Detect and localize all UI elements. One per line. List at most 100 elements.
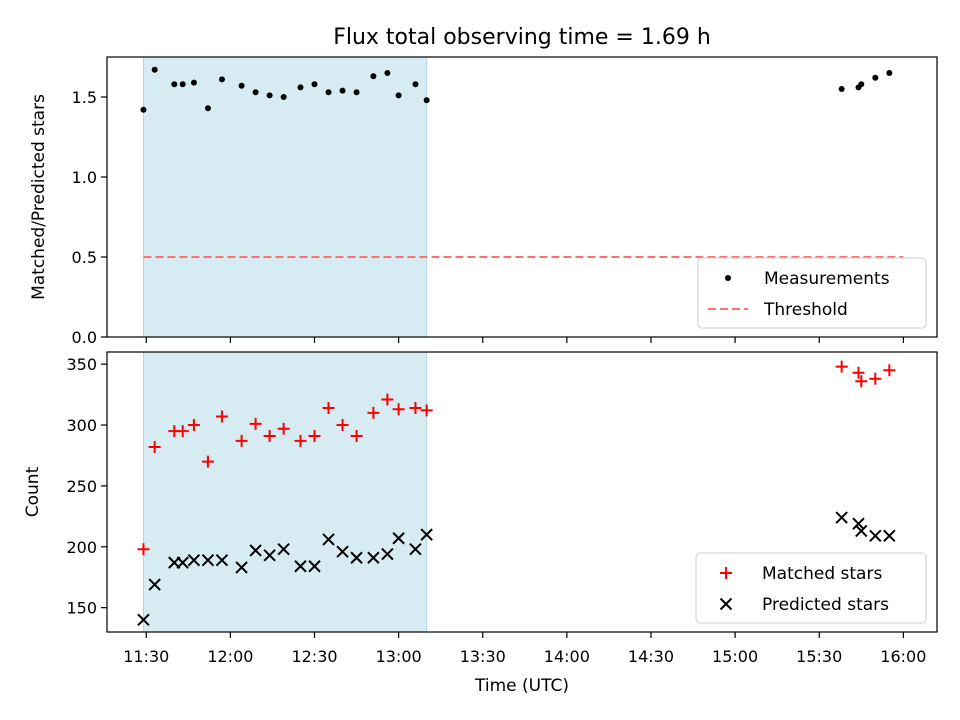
matched-star-point <box>249 417 262 430</box>
x-tick-label: 15:30 <box>796 647 842 666</box>
measurement-point <box>339 87 346 94</box>
legend-box <box>695 552 927 624</box>
predicted-star-point <box>835 511 848 524</box>
predicted-star-point <box>137 613 150 627</box>
x-tick-label: 13:00 <box>376 647 422 666</box>
ratio-legend: Measurements Threshold <box>697 257 927 329</box>
matched-star-point <box>883 364 896 377</box>
ratio-plot-frame <box>106 56 938 338</box>
legend-box <box>697 257 927 329</box>
matched-star-point <box>187 419 200 432</box>
measurement-point <box>423 97 430 104</box>
measurement-point <box>838 86 845 92</box>
predicted-star-point <box>322 533 335 546</box>
predicted-star-point <box>367 551 380 564</box>
measurement-point <box>325 89 332 96</box>
x-tick-label: 12:00 <box>207 647 253 666</box>
matched-star-point <box>322 402 335 414</box>
matched-star-point <box>215 410 228 423</box>
measurement-point <box>297 84 304 91</box>
y-tick-label: 1.0 <box>72 168 97 187</box>
ratio-y-label: Matched/Predicted stars <box>29 94 49 300</box>
ratio-x-ticks <box>145 337 904 343</box>
predicted-star-point <box>392 532 405 545</box>
measurement-point <box>151 66 158 73</box>
measurement-point <box>872 74 879 81</box>
measurement-point <box>238 82 245 89</box>
matched-star-point <box>381 393 394 406</box>
observing-window-shade-bottom <box>142 351 428 633</box>
matched-star-point <box>294 434 307 447</box>
x-tick-label: 13:30 <box>460 647 506 666</box>
count-y-label: Count <box>23 466 43 517</box>
predicted-star-point <box>294 560 307 573</box>
matched-star-point <box>263 430 276 442</box>
measurement-point <box>140 106 147 113</box>
y-tick-label: 0.0 <box>72 328 97 347</box>
matched-star-point <box>392 403 405 416</box>
predicted-star-point <box>869 529 882 543</box>
observing-window-band <box>142 56 428 338</box>
count-y-axis: 150 200 250 300 350 <box>66 355 107 618</box>
y-tick-label: 0.5 <box>72 248 97 267</box>
legend-label: Matched stars <box>762 564 882 584</box>
measurement-point <box>280 94 287 100</box>
matched-star-point <box>409 402 422 414</box>
measurement-point <box>353 89 360 96</box>
x-tick-label: 14:30 <box>628 647 674 666</box>
time-x-label: Time (UTC) <box>474 676 569 696</box>
matched-star-point <box>277 422 290 435</box>
matched-star-point <box>148 440 161 453</box>
predicted-star-point <box>263 549 276 562</box>
y-tick-label: 1.5 <box>72 88 97 107</box>
count-series <box>137 360 896 627</box>
measurement-point <box>204 105 211 112</box>
y-tick-label: 250 <box>66 477 97 496</box>
matched-star-point <box>855 375 868 388</box>
measurement-point <box>179 81 186 88</box>
x-tick-label: 16:00 <box>880 647 926 666</box>
predicted-star-point <box>855 524 868 538</box>
measurement-point <box>395 92 402 99</box>
y-tick-label: 150 <box>66 599 97 618</box>
matched-star-point <box>308 430 321 442</box>
x-tick-label: 14:00 <box>544 647 590 666</box>
predicted-star-point <box>350 551 363 564</box>
x-tick-label: 12:30 <box>291 647 337 666</box>
legend-swatch <box>719 597 733 611</box>
predicted-star-point <box>148 578 161 591</box>
legend-label: Predicted stars <box>762 595 889 615</box>
predicted-star-point <box>277 543 290 556</box>
predicted-star-point <box>187 553 201 567</box>
measurement-point <box>384 70 391 76</box>
predicted-star-point <box>235 561 248 574</box>
measurement-point <box>218 76 225 83</box>
matched-star-point <box>201 455 214 468</box>
matched-star-point <box>336 419 349 432</box>
ratio-panel: 0.0 0.5 1.0 1.5 Matched/Predicted stars Mea… <box>29 56 938 347</box>
predicted-star-point <box>409 543 422 556</box>
matched-star-point <box>420 404 433 417</box>
y-tick-label: 300 <box>66 416 97 435</box>
measurement-point <box>190 79 197 86</box>
count-panel: 150 200 250 300 350 11:30 12:00 12:30 13:00 13:3… <box>23 351 938 696</box>
ratio-y-axis: 0.0 0.5 1.0 1.5 <box>72 88 107 347</box>
legend-swatch <box>725 275 731 281</box>
matched-star-point <box>367 406 380 419</box>
predicted-star-point <box>381 547 394 561</box>
count-plot-frame <box>106 351 938 633</box>
observing-window-shade-top <box>142 56 428 338</box>
matched-star-point <box>176 425 189 438</box>
count-legend: Matched stars Predicted stars <box>695 552 927 624</box>
predicted-star-point <box>308 560 321 573</box>
measurement-point <box>412 81 419 88</box>
matched-star-point <box>137 543 150 556</box>
predicted-star-point <box>420 528 433 541</box>
matched-star-point <box>835 360 848 373</box>
matched-star-point <box>350 430 363 442</box>
predicted-star-point <box>883 529 896 543</box>
measurement-point <box>858 81 865 88</box>
y-tick-label: 350 <box>66 355 97 374</box>
chart-title: Flux total observing time = 1.69 h <box>333 25 711 50</box>
predicted-star-point <box>336 545 349 558</box>
